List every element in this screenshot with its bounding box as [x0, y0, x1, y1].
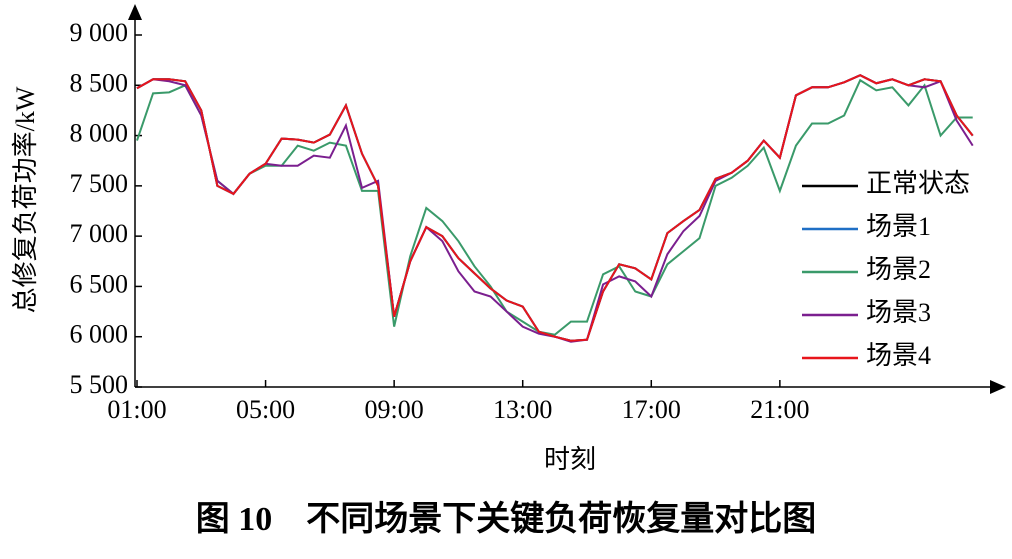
series-line [136, 74, 974, 343]
y-axis-label: 总修复负荷功率/kW [11, 86, 40, 313]
y-tick-label: 5 500 [70, 370, 129, 399]
series-line [136, 74, 974, 342]
legend-label: 场景4 [866, 341, 931, 370]
y-tick-label: 7 000 [70, 219, 129, 248]
x-tick-label: 13:00 [493, 395, 552, 424]
y-tick-label: 6 000 [70, 320, 129, 349]
y-tick-label: 8 500 [70, 68, 129, 97]
legend-label: 场景3 [866, 298, 931, 327]
y-arrow [128, 4, 142, 20]
x-tick-label: 05:00 [236, 395, 295, 424]
legend-label: 场景1 [866, 212, 931, 241]
y-tick-label: 9 000 [70, 18, 129, 47]
legend-label: 场景2 [866, 255, 931, 284]
x-axis-label: 时刻 [544, 445, 596, 474]
x-tick-label: 09:00 [365, 395, 424, 424]
legend-label: 正常状态 [866, 169, 970, 198]
x-tick-label: 01:00 [107, 395, 166, 424]
series-line [136, 74, 974, 342]
y-tick-label: 8 000 [70, 119, 129, 148]
x-tick-label: 17:00 [622, 395, 681, 424]
chart-title: 图 10 不同场景下关键负荷恢复量对比图 [196, 500, 817, 538]
x-tick-label: 21:00 [750, 395, 809, 424]
y-tick-label: 6 500 [70, 269, 129, 298]
series-line [136, 74, 974, 342]
y-tick-label: 7 500 [70, 169, 129, 198]
series-line [136, 78, 973, 336]
x-arrow [990, 380, 1006, 394]
